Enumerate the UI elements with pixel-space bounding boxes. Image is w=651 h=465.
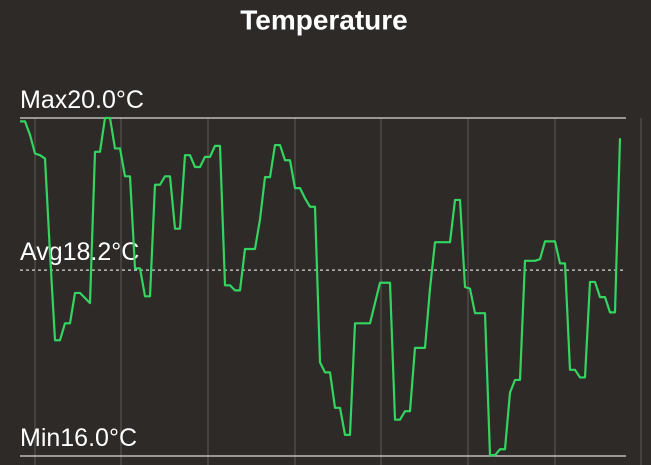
reference-label: Avg18.2°C bbox=[20, 238, 139, 266]
temperature-line bbox=[20, 116, 622, 457]
reference-label: Max20.0°C bbox=[20, 86, 144, 114]
reference-label: Min16.0°C bbox=[20, 424, 137, 452]
chart-title: Temperature bbox=[240, 4, 408, 35]
vertical-grid bbox=[34, 118, 642, 465]
